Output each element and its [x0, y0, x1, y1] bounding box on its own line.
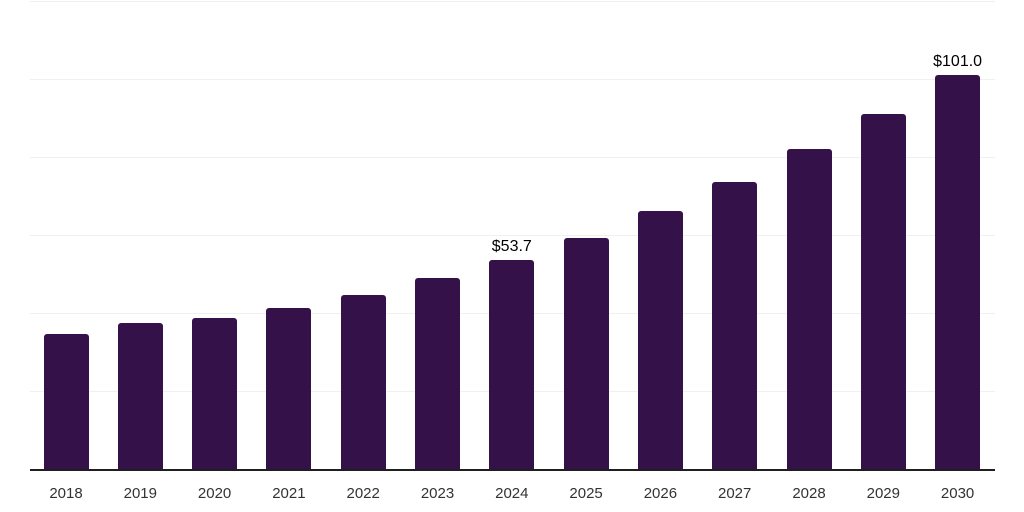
bar-2023: [415, 277, 460, 469]
bar-2030: [935, 75, 981, 469]
bar-2018: [43, 334, 89, 469]
x-tick-2030: 2030: [940, 485, 975, 502]
bar-2026: [637, 211, 683, 469]
gridline-60: [30, 235, 995, 236]
bar-2024: [489, 259, 535, 469]
x-tick-2024: 2024: [495, 485, 529, 502]
x-tick-2022: 2022: [346, 485, 380, 502]
bar-2027: [712, 181, 758, 469]
x-tick-2021: 2021: [272, 485, 306, 502]
gridline-100: [30, 79, 995, 80]
value-label-2024: $53.7: [491, 237, 532, 255]
x-tick-2026: 2026: [643, 485, 678, 502]
x-tick-2023: 2023: [420, 485, 455, 502]
x-axis-line: [30, 469, 995, 471]
bar-2028: [786, 149, 832, 469]
bar-2029: [860, 114, 906, 469]
bar-2020: [192, 318, 238, 469]
gridline-120: [30, 1, 995, 2]
x-tick-2025: 2025: [569, 485, 603, 502]
bar-2019: [117, 323, 163, 469]
x-tick-2028: 2028: [792, 485, 826, 502]
bar-2021: [266, 307, 312, 469]
bar-2025: [563, 238, 609, 469]
x-tick-2029: 2029: [866, 485, 900, 502]
plot-area: $53.7 $101.0: [30, 1, 995, 471]
bar-2022: [340, 295, 386, 469]
x-tick-2020: 2020: [197, 485, 232, 502]
x-tick-2019: 2019: [123, 485, 157, 502]
gridline-80: [30, 157, 995, 158]
value-label-2030: $101.0: [933, 53, 983, 71]
x-tick-2027: 2027: [718, 485, 752, 502]
x-tick-2018: 2018: [49, 485, 83, 502]
